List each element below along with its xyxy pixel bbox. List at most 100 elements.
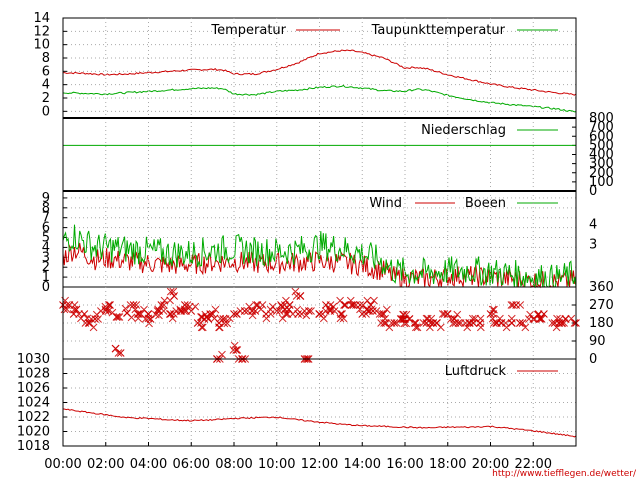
footer-url[interactable]: http://www.tiefflegen.de/wetter/ <box>492 469 637 479</box>
y-tick-label: 3 <box>42 250 50 265</box>
y-tick-label: 1022 <box>17 410 50 425</box>
panel-pressure: 1030102810261024102210201018Luftdruck00:… <box>17 18 577 472</box>
direction-point <box>396 315 405 323</box>
direction-point <box>560 319 568 327</box>
y-tick-label: 0 <box>42 104 50 119</box>
direction-point <box>85 319 94 327</box>
direction-point <box>97 307 105 315</box>
direction-point <box>285 305 293 314</box>
direction-point <box>87 315 96 323</box>
x-tick-label: 12:00 <box>301 457 338 472</box>
direction-point <box>215 323 224 332</box>
direction-point <box>466 319 474 327</box>
direction-point <box>476 314 485 323</box>
y-tick-label: 1028 <box>17 367 50 382</box>
direction-point <box>198 323 207 332</box>
direction-point <box>489 319 498 327</box>
direction-point <box>200 315 209 323</box>
panel-wind_direction: 360 270 180 90 0 <box>59 280 614 367</box>
direction-point <box>375 310 384 318</box>
direction-point <box>229 346 238 354</box>
direction-point <box>405 315 414 323</box>
direction-point <box>91 315 99 323</box>
direction-point <box>160 301 168 309</box>
direction-point <box>422 314 431 323</box>
direction-point <box>443 310 452 318</box>
y-tick-label: 400 <box>589 148 614 163</box>
direction-point <box>103 305 112 314</box>
direction-point <box>402 310 411 319</box>
x-tick-label: 08:00 <box>215 457 252 472</box>
direction-point <box>449 319 458 328</box>
y-tick-label: 0 <box>589 184 597 199</box>
direction-point <box>245 302 254 311</box>
direction-point <box>412 323 420 332</box>
direction-point <box>486 310 495 318</box>
direction-point <box>114 349 123 357</box>
direction-point <box>447 315 455 323</box>
direction-point <box>104 301 113 309</box>
y-tick-label: 1018 <box>17 439 50 454</box>
direction-point <box>166 296 174 305</box>
direction-point <box>70 301 79 309</box>
y-tick-label: 180 <box>589 316 614 331</box>
y-tick-label: 4 <box>42 78 50 93</box>
direction-point <box>288 310 297 318</box>
y-tick-label: 1026 <box>17 381 50 396</box>
direction-point <box>339 314 348 323</box>
direction-point <box>400 315 408 323</box>
direction-point <box>507 301 516 309</box>
direction-point <box>296 292 305 300</box>
x-tick-label: 18:00 <box>429 457 466 472</box>
y-tick-label: 9 <box>42 191 50 206</box>
direction-point <box>248 311 257 320</box>
direction-point <box>525 315 533 323</box>
legend-label: Niederschlag <box>421 123 506 138</box>
direction-point <box>341 301 350 309</box>
y-tick-label: 90 <box>589 334 606 349</box>
direction-point <box>176 305 185 314</box>
direction-point <box>436 323 445 332</box>
legend-label: Luftdruck <box>445 364 507 379</box>
direction-point <box>336 296 344 305</box>
direction-point <box>381 314 389 323</box>
x-tick-label: 16:00 <box>386 457 423 472</box>
y-tick-label: 1024 <box>17 396 50 411</box>
direction-point <box>558 319 567 327</box>
direction-point <box>315 310 323 318</box>
direction-point <box>60 305 69 314</box>
direction-point <box>377 310 386 318</box>
direction-point <box>325 305 334 314</box>
direction-point <box>385 323 394 332</box>
direction-point <box>521 323 530 332</box>
direction-point <box>570 319 579 327</box>
legend-label: Wind <box>369 196 402 211</box>
direction-point <box>258 301 267 309</box>
direction-point <box>145 319 153 328</box>
y-tick-label: 800 <box>589 111 614 126</box>
direction-point <box>132 301 141 309</box>
direction-point <box>63 301 71 309</box>
x-tick-label: 20:00 <box>472 457 509 472</box>
direction-point <box>257 305 265 314</box>
y-tick-label: 8 <box>42 51 50 66</box>
y-tick-label: 200 <box>589 166 614 181</box>
direction-point <box>367 305 376 314</box>
direction-point <box>488 314 497 323</box>
y-tick-label: 700 <box>589 120 614 135</box>
direction-point <box>553 314 561 323</box>
direction-point <box>191 302 200 311</box>
x-tick-label: 00:00 <box>44 457 81 472</box>
direction-point <box>302 311 311 320</box>
direction-point <box>537 315 546 323</box>
direction-point <box>518 319 527 327</box>
direction-point <box>326 301 335 309</box>
direction-point <box>121 304 130 313</box>
y-tick-label: 8 <box>42 201 50 216</box>
y-tick-label: 10 <box>33 38 50 53</box>
x-tick-label: 04:00 <box>130 457 167 472</box>
x-tick-label: 02:00 <box>87 457 124 472</box>
direction-point <box>129 301 138 309</box>
